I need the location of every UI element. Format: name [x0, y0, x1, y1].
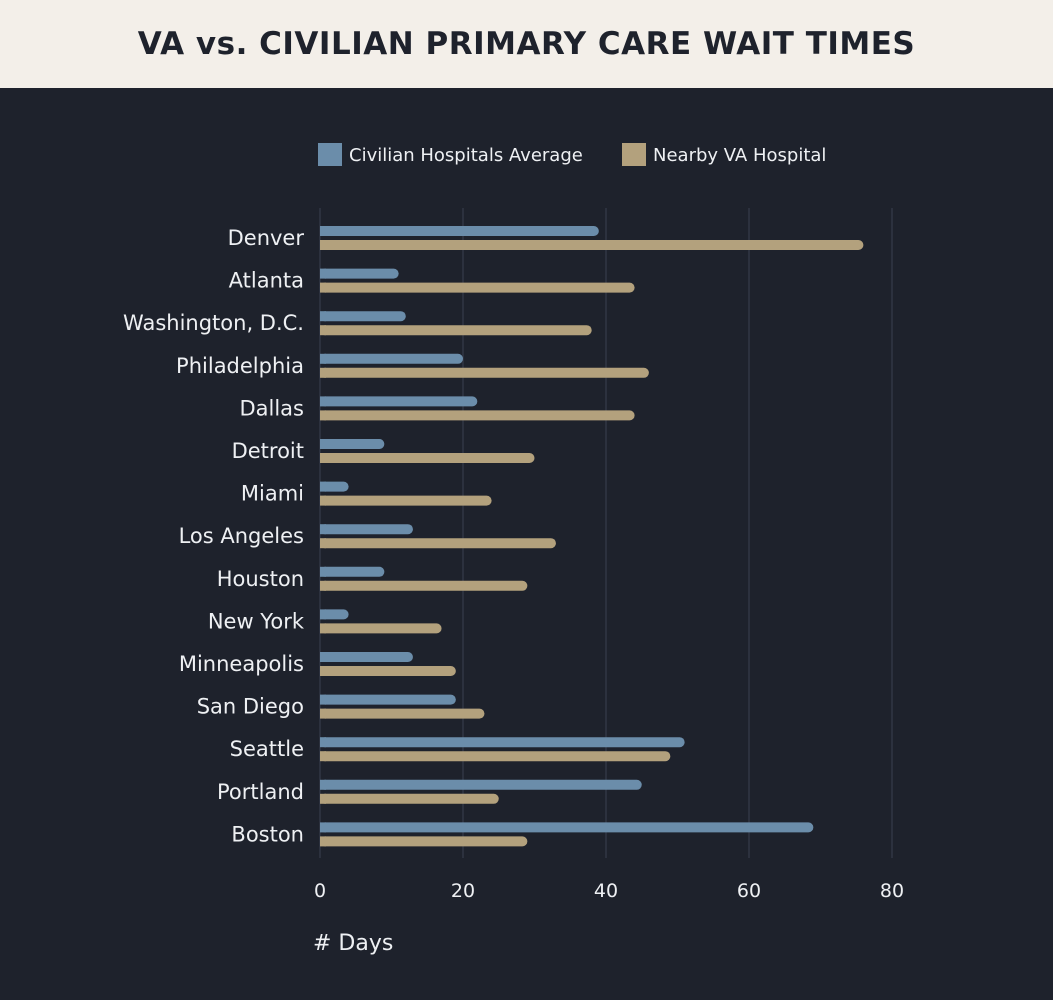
- bar-civilian: [320, 311, 406, 322]
- bar-base: [320, 311, 326, 322]
- bar-civilian: [320, 268, 399, 279]
- category-labels: Denver Atlanta Washington, D.C. Philadelphi…: [123, 226, 305, 846]
- category-label: Boston: [231, 822, 304, 846]
- bar-base: [320, 524, 326, 535]
- bar-civilian: [320, 226, 599, 236]
- bar-base: [320, 652, 326, 662]
- bar-base: [320, 367, 326, 378]
- bar-va: [320, 623, 442, 634]
- bars-layer: [320, 226, 864, 847]
- bar-civilian: [320, 694, 456, 705]
- x-axis-ticks: 0 20 40 60 80: [314, 880, 904, 902]
- bar-base: [320, 793, 326, 804]
- bar-va: [320, 793, 499, 804]
- category-label: San Diego: [197, 695, 304, 719]
- bar-civilian: [320, 566, 385, 577]
- chart-area: Civilian Hospitals Average Nearby VA Hosp…: [0, 88, 1053, 1000]
- chart-title: VA vs. CIVILIAN PRIMARY CARE WAIT TIMES: [137, 26, 916, 62]
- bar-va: [320, 538, 556, 549]
- bar-base: [320, 495, 326, 506]
- bar-base: [320, 268, 326, 279]
- bar-base: [320, 779, 326, 790]
- bar-civilian: [320, 737, 685, 748]
- bar-civilian: [320, 481, 349, 492]
- bar-base: [320, 822, 326, 833]
- bar-base: [320, 836, 326, 847]
- x-axis-label: # Days: [313, 931, 393, 956]
- bar-va: [320, 708, 485, 719]
- legend-swatch: [622, 143, 646, 166]
- bar-civilian: [320, 353, 463, 364]
- bar-civilian: [320, 822, 814, 833]
- bar-va: [320, 410, 635, 421]
- bar-base: [320, 538, 326, 549]
- bar-civilian: [320, 652, 413, 662]
- bar-base: [320, 282, 326, 293]
- bar-base: [320, 410, 326, 421]
- bar-civilian: [320, 779, 642, 790]
- legend: Civilian Hospitals Average Nearby VA Hosp…: [318, 143, 826, 166]
- bar-base: [320, 566, 326, 577]
- category-label: Seattle: [230, 737, 304, 761]
- category-label: Minneapolis: [179, 652, 304, 676]
- bar-base: [320, 666, 326, 676]
- bar-civilian: [320, 396, 478, 407]
- header-banner: VA vs. CIVILIAN PRIMARY CARE WAIT TIMES: [0, 0, 1053, 88]
- bar-va: [320, 836, 528, 847]
- legend-swatch: [318, 143, 342, 166]
- bar-civilian: [320, 609, 349, 620]
- bar-base: [320, 580, 326, 591]
- category-label: Miami: [241, 482, 304, 506]
- bar-base: [320, 226, 326, 236]
- category-label: Houston: [217, 567, 304, 591]
- category-label: Portland: [217, 780, 304, 804]
- bar-va: [320, 580, 528, 591]
- bar-va: [320, 453, 535, 463]
- x-tick-label: 80: [880, 880, 904, 902]
- bar-civilian: [320, 439, 385, 449]
- bar-va: [320, 666, 456, 676]
- bar-civilian: [320, 524, 413, 535]
- x-tick-label: 0: [314, 880, 326, 902]
- category-label: Washington, D.C.: [123, 311, 304, 335]
- bar-va: [320, 495, 492, 506]
- bar-va: [320, 282, 635, 293]
- category-label: Dallas: [239, 396, 304, 420]
- bar-base: [320, 751, 326, 762]
- bar-va: [320, 325, 592, 336]
- bar-base: [320, 481, 326, 492]
- bar-base: [320, 439, 326, 449]
- category-label: Los Angeles: [179, 524, 304, 548]
- x-tick-label: 20: [451, 880, 475, 902]
- bar-base: [320, 396, 326, 407]
- bar-va: [320, 367, 649, 378]
- bar-base: [320, 737, 326, 748]
- bar-base: [320, 325, 326, 336]
- category-label: Detroit: [232, 439, 304, 463]
- category-label: New York: [208, 609, 305, 633]
- grid-layer: [319, 208, 893, 858]
- legend-label: Civilian Hospitals Average: [349, 145, 583, 166]
- bar-chart: Civilian Hospitals Average Nearby VA Hosp…: [123, 143, 904, 956]
- bar-base: [320, 353, 326, 364]
- category-label: Denver: [228, 226, 305, 250]
- category-label: Philadelphia: [176, 354, 304, 378]
- bar-base: [320, 240, 326, 250]
- bar-va: [320, 751, 671, 762]
- bar-base: [320, 708, 326, 719]
- bar-va: [320, 240, 864, 250]
- legend-label: Nearby VA Hospital: [653, 145, 826, 166]
- x-tick-label: 40: [594, 880, 618, 902]
- bar-base: [320, 694, 326, 705]
- x-tick-label: 60: [737, 880, 761, 902]
- bar-base: [320, 453, 326, 463]
- bar-base: [320, 609, 326, 620]
- category-label: Atlanta: [229, 269, 304, 293]
- bar-base: [320, 623, 326, 634]
